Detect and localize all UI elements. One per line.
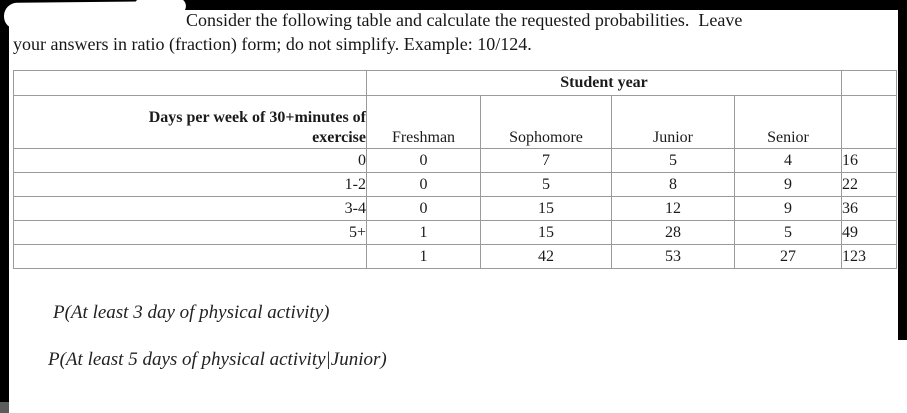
cell-value: 5 [611,148,735,173]
column-total: 27 [734,244,842,269]
cell-value: 5 [734,220,842,245]
row-label: 3-4 [13,196,367,221]
frequency-table: Student year Days per week of 30+minutes… [13,70,897,269]
scan-edge-left-tail [0,402,9,413]
instructions-line-1: Consider the following table and calcula… [186,10,743,30]
table-row: 3-4 0 15 12 9 36 [13,196,897,221]
row-total: 36 [841,196,897,221]
column-total: 1 [366,244,481,269]
name-redaction-blob-bump [133,0,186,15]
table-row: 5+ 1 15 28 5 49 [13,220,897,245]
cell-value: 12 [611,196,735,221]
cell-value: 0 [366,196,481,221]
row-label: 0 [13,148,367,173]
row-axis-label-line2: exercise [312,129,366,146]
cell-value: 0 [366,172,481,197]
scan-edge-left [0,0,9,402]
row-total: 16 [841,148,897,173]
col-header-sophomore: Sophomore [480,95,612,149]
row-axis-label-line1: Days per week of 30+minutes of [148,109,366,126]
column-total: 53 [611,244,735,269]
row-total: 22 [841,172,897,197]
scan-edge-top [0,0,907,10]
grand-total: 123 [841,244,897,269]
table-row: 0 0 7 5 4 16 [13,148,897,173]
row-label: 1-2 [13,172,367,197]
totals-row: 1 42 53 27 123 [13,244,897,269]
cell-value: 9 [734,172,842,197]
probability-question-2: P(At least 5 days of physical activity|J… [48,349,387,370]
column-total: 42 [480,244,612,269]
cell-value: 8 [611,172,735,197]
col-header-senior: Senior [734,95,842,149]
corner-empty-cell [13,70,367,96]
probability-question-1: P(At least 3 day of physical activity) [53,302,330,323]
cell-value: 9 [734,196,842,221]
cell-value: 15 [480,220,612,245]
cell-value: 1 [366,220,481,245]
name-redaction-blob [3,0,186,29]
scan-edge-right [898,0,907,340]
row-total: 49 [841,220,897,245]
cell-value: 0 [366,148,481,173]
col-header-freshman: Freshman [366,95,481,149]
row-label: 5+ [13,220,367,245]
instructions-line-2: your answers in ratio (fraction) form; d… [13,34,532,54]
totals-header-empty-cell [841,95,897,149]
table-row: 1-2 0 5 8 9 22 [13,172,897,197]
row-axis-label: Days per week of 30+minutes of exercise [13,95,367,149]
cell-value: 15 [480,196,612,221]
col-header-junior: Junior [611,95,735,149]
cell-value: 7 [480,148,612,173]
totals-header-empty-cell [841,70,897,96]
cell-value: 28 [611,220,735,245]
cell-value: 4 [734,148,842,173]
group-header-student-year: Student year [366,70,842,96]
totals-row-empty-label [13,244,367,269]
cell-value: 5 [480,172,612,197]
